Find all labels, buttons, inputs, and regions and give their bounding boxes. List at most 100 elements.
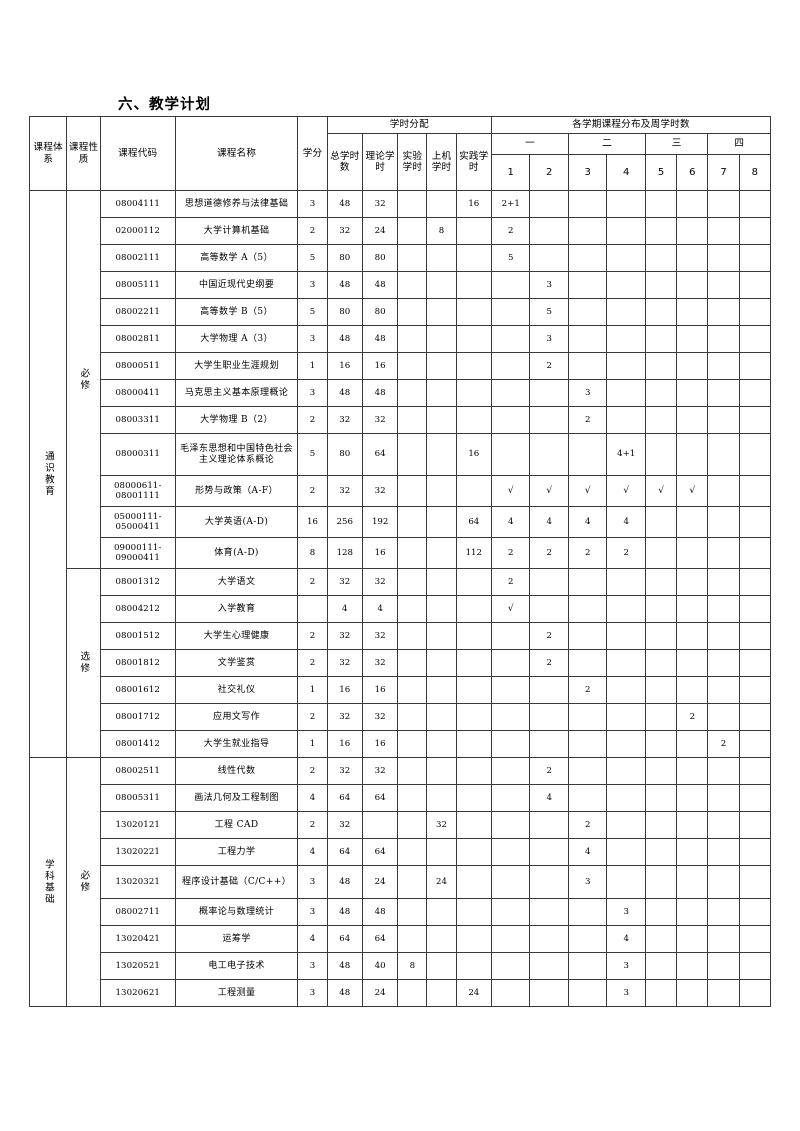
course-code-cell: 08001312 (99, 568, 176, 596)
lab-hours-cell (397, 757, 428, 785)
semester-7-cell (707, 271, 740, 299)
semester-4-cell (606, 352, 646, 380)
semester-1-cell (490, 952, 531, 980)
theory-hours-cell: 64 (361, 784, 399, 812)
th-semester-6: 6 (676, 154, 709, 191)
practice-hours-cell (455, 649, 492, 677)
semester-7-cell (707, 952, 740, 980)
practice-hours-cell (455, 352, 492, 380)
lab-hours-cell (397, 811, 428, 839)
semester-7-cell (707, 190, 740, 218)
semester-8-cell (738, 217, 772, 245)
lab-hours-cell (397, 979, 428, 1007)
computer-hours-cell (426, 898, 457, 926)
course-code-cell: 08004111 (99, 190, 176, 218)
lab-hours-cell (397, 784, 428, 812)
course-name-cell: 工程测量 (174, 979, 299, 1007)
course-code-cell: 08005311 (99, 784, 176, 812)
th-year-1: 一 (490, 132, 569, 156)
semester-6-cell (676, 568, 709, 596)
computer-hours-cell (426, 595, 457, 623)
semester-8-cell (738, 506, 772, 538)
semester-6-cell: 2 (676, 703, 709, 731)
semester-2-cell (529, 952, 569, 980)
theory-hours-cell: 32 (361, 622, 399, 650)
th-year-4: 四 (707, 132, 771, 156)
course-code-cell: 08005111 (99, 271, 176, 299)
semester-6-cell (676, 190, 709, 218)
course-name-cell: 工程力学 (174, 838, 299, 866)
table-row: 13020121 工程 CAD 2 32 32 2 (30, 811, 772, 839)
semester-3-cell (567, 784, 608, 812)
th-semester-8: 8 (738, 154, 772, 191)
table-row: 08000611- 08001111 形势与政策（A-F） 2 32 32 √ √ √ √ √ √ (30, 475, 772, 507)
semester-7-cell (707, 676, 740, 704)
semester-1-cell (490, 271, 531, 299)
semester-1-cell: 2 (490, 568, 531, 596)
semester-8-cell (738, 352, 772, 380)
semester-5-cell (644, 506, 678, 538)
semester-4-cell: 3 (606, 979, 646, 1007)
credit-cell: 2 (297, 622, 328, 650)
credit-cell: 3 (297, 979, 328, 1007)
total-hours-cell: 4 (326, 595, 363, 623)
total-hours-cell: 16 (326, 676, 363, 704)
semester-4-cell (606, 757, 646, 785)
course-name-cell: 线性代数 (174, 757, 299, 785)
semester-1-cell (490, 703, 531, 731)
course-code-cell: 08001512 (99, 622, 176, 650)
course-name-cell: 工程 CAD (174, 811, 299, 839)
table-row: 13020221 工程力学 4 64 64 4 (30, 838, 772, 866)
semester-7-cell: 2 (707, 730, 740, 758)
semester-5-cell (644, 784, 678, 812)
semester-1-cell (490, 379, 531, 407)
theory-hours-cell: 48 (361, 271, 399, 299)
semester-8-cell (738, 622, 772, 650)
semester-1-cell: 2 (490, 537, 531, 569)
semester-3-cell (567, 898, 608, 926)
practice-hours-cell (455, 865, 492, 899)
header-row-1: 课程体系 课程性质 课程代码 课程名称 学分 学时分配 各学期课程分布及周学时数 (28, 116, 772, 191)
credit-cell: 5 (297, 244, 328, 272)
semester-7-cell (707, 811, 740, 839)
table-row: 学科基础 必修 08002511 线性代数 2 32 32 2 (28, 757, 772, 1007)
table-row: 通识教育 必修 08004111 思想道德修养与法律基础 3 48 32 16 2+1 (28, 190, 772, 758)
semester-7-cell (707, 757, 740, 785)
credit-cell: 2 (297, 217, 328, 245)
credit-cell: 2 (297, 649, 328, 677)
table-row: 08001712 应用文写作 2 32 32 2 (30, 703, 772, 731)
course-name-cell: 程序设计基础（C/C++） (174, 865, 299, 899)
course-name-cell: 大学物理 B（2） (174, 406, 299, 434)
course-code-cell: 08003311 (99, 406, 176, 434)
computer-hours-cell: 8 (426, 217, 457, 245)
computer-hours-cell (426, 730, 457, 758)
semester-6-cell (676, 865, 709, 899)
semester-3-cell: 2 (567, 406, 608, 434)
practice-hours-cell (455, 244, 492, 272)
semester-6-cell (676, 271, 709, 299)
semester-6-cell (676, 244, 709, 272)
semester-2-cell: 2 (529, 352, 569, 380)
course-code-cell: 13020621 (99, 979, 176, 1007)
semester-1-cell (490, 811, 531, 839)
semester-1-cell (490, 433, 531, 476)
semester-5-cell (644, 865, 678, 899)
th-course-nature: 课程性质 (66, 116, 101, 191)
table-row: 08000511 大学生职业生涯规划 1 16 16 2 (30, 352, 772, 380)
lab-hours-cell (397, 703, 428, 731)
course-code-cell: 08000411 (99, 379, 176, 407)
semester-8-cell (738, 475, 772, 507)
total-hours-cell: 48 (326, 952, 363, 980)
credit-cell: 2 (297, 811, 328, 839)
semester-7-cell (707, 325, 740, 353)
semester-4-cell (606, 190, 646, 218)
semester-4-cell (606, 811, 646, 839)
total-hours-cell: 32 (326, 703, 363, 731)
computer-hours-cell (426, 784, 457, 812)
semester-2-cell: 3 (529, 271, 569, 299)
computer-hours-cell (426, 568, 457, 596)
theory-hours-cell: 32 (361, 757, 399, 785)
practice-hours-cell: 64 (455, 506, 492, 538)
semester-1-cell (490, 406, 531, 434)
semester-7-cell (707, 784, 740, 812)
